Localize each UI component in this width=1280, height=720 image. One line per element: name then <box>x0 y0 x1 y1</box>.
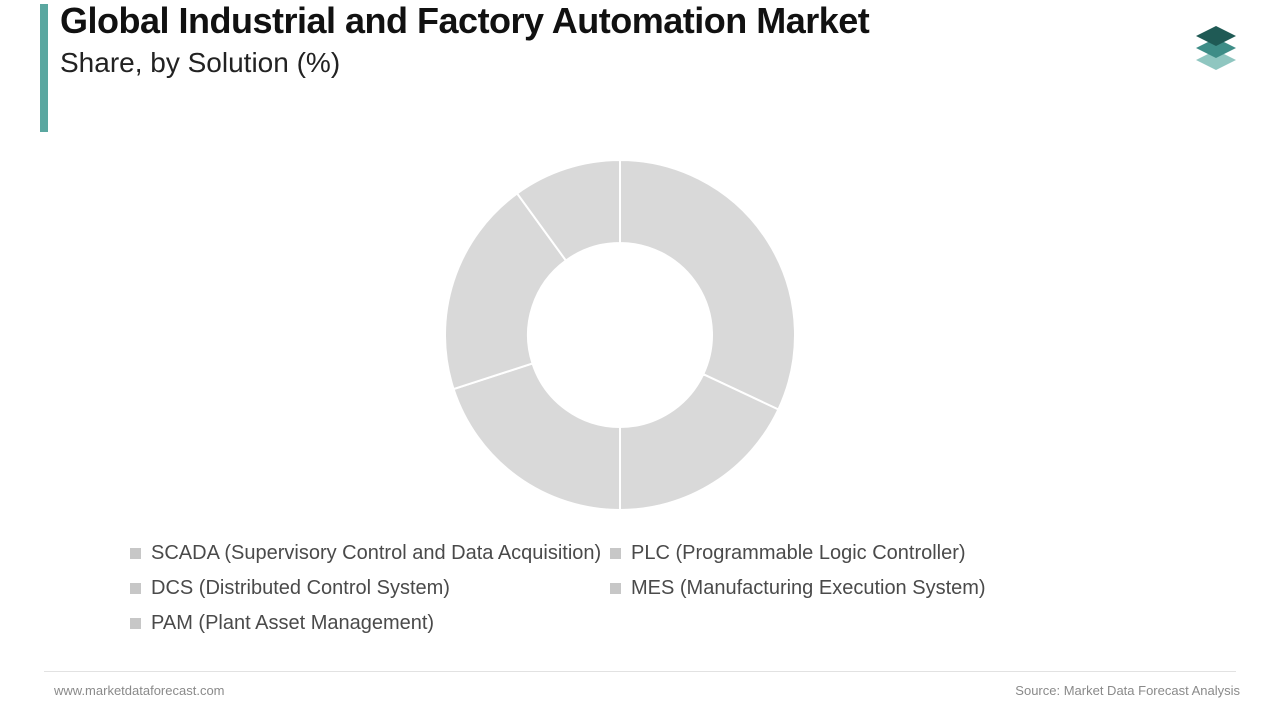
donut-chart <box>440 155 800 515</box>
legend-item: DCS (Distributed Control System) <box>130 577 610 600</box>
brand-logo <box>1188 18 1244 74</box>
layers-icon <box>1188 18 1244 74</box>
legend-item: PLC (Programmable Logic Controller) <box>610 542 1090 565</box>
header: Global Industrial and Factory Automation… <box>40 0 1200 79</box>
donut-slice <box>454 363 620 510</box>
footer-divider <box>44 671 1236 672</box>
legend: SCADA (Supervisory Control and Data Acqu… <box>130 536 1130 641</box>
legend-label: PAM (Plant Asset Management) <box>151 612 434 635</box>
footer-website: www.marketdataforecast.com <box>54 683 225 698</box>
legend-label: PLC (Programmable Logic Controller) <box>631 542 966 565</box>
legend-marker-icon <box>610 548 621 559</box>
legend-label: DCS (Distributed Control System) <box>151 577 450 600</box>
donut-slice <box>620 160 795 410</box>
legend-marker-icon <box>130 583 141 594</box>
legend-item: MES (Manufacturing Execution System) <box>610 577 1090 600</box>
legend-item: SCADA (Supervisory Control and Data Acqu… <box>130 542 610 565</box>
donut-svg <box>440 155 800 515</box>
legend-marker-icon <box>130 548 141 559</box>
legend-label: SCADA (Supervisory Control and Data Acqu… <box>151 542 601 565</box>
legend-marker-icon <box>130 618 141 629</box>
page: Global Industrial and Factory Automation… <box>0 0 1280 720</box>
legend-label: MES (Manufacturing Execution System) <box>631 577 986 600</box>
legend-item: PAM (Plant Asset Management) <box>130 612 610 635</box>
logo-layer-top <box>1196 26 1236 46</box>
page-subtitle: Share, by Solution (%) <box>60 47 1200 79</box>
accent-bar <box>40 4 48 132</box>
footer: www.marketdataforecast.com Source: Marke… <box>54 683 1240 698</box>
footer-source: Source: Market Data Forecast Analysis <box>1015 683 1240 698</box>
page-title: Global Industrial and Factory Automation… <box>60 0 880 41</box>
title-block: Global Industrial and Factory Automation… <box>40 0 1200 79</box>
legend-marker-icon <box>610 583 621 594</box>
